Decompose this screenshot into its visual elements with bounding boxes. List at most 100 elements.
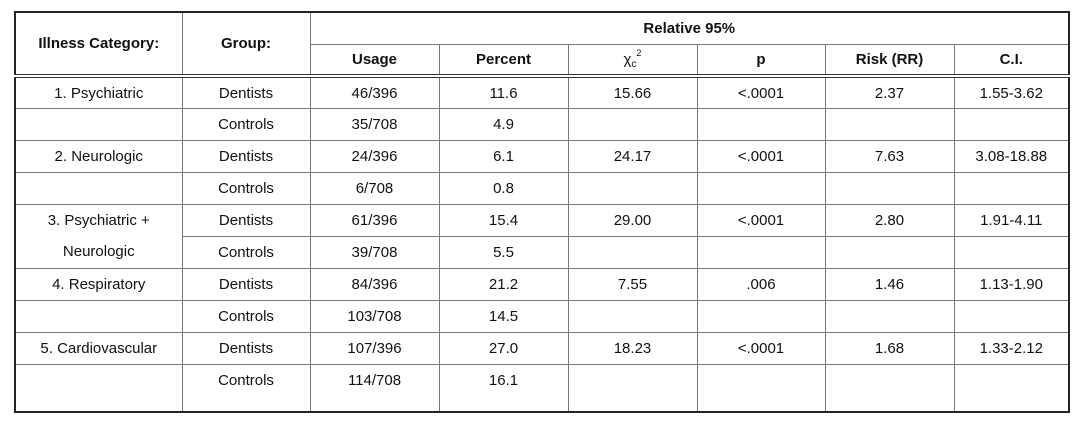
table-cell: 7.63 <box>824 139 955 173</box>
empty-cell <box>14 363 183 413</box>
table-cell: Controls <box>181 107 311 141</box>
table-cell: 3. Psychiatric + <box>14 203 183 236</box>
table-cell: 3.08-18.88 <box>953 139 1070 173</box>
table-cell: 27.0 <box>438 331 569 365</box>
empty-cell <box>696 235 826 269</box>
data-table: Illness Category: Group: Relative 95% Usage… <box>14 11 1071 413</box>
table-cell: 24.17 <box>567 139 698 173</box>
table-row: 2. Neurologic Dentists 24/396 6.1 24.17 <.000… <box>14 139 1070 173</box>
table-cell: 29.00 <box>567 203 698 237</box>
table-cell: .006 <box>696 267 826 301</box>
table-cell: Controls <box>181 299 311 333</box>
table-cell: <.0001 <box>696 75 826 109</box>
empty-cell <box>14 171 183 205</box>
table-cell: 1.13-1.90 <box>953 267 1070 301</box>
table-cell: 6.1 <box>438 139 569 173</box>
table-row: Neurologic Controls 39/708 5.5 <box>14 235 1070 269</box>
header-cell: Illness Category: <box>14 11 183 78</box>
empty-cell <box>567 235 698 269</box>
table-row: Controls 114/708 16.1 <box>14 363 1070 413</box>
empty-cell <box>824 299 955 333</box>
table-cell: 103/708 <box>309 299 440 333</box>
table-cell: 39/708 <box>309 235 440 269</box>
table-cell: <.0001 <box>696 139 826 173</box>
table-cell: 4.9 <box>438 107 569 141</box>
table-row: Controls 6/708 0.8 <box>14 171 1070 205</box>
empty-cell <box>696 107 826 141</box>
header-cell: p <box>696 43 826 78</box>
table-cell: 2. Neurologic <box>14 139 183 173</box>
empty-cell <box>953 363 1070 413</box>
header-cell: Group: <box>181 11 311 78</box>
empty-cell <box>14 107 183 141</box>
empty-cell <box>953 107 1070 141</box>
empty-cell <box>567 363 698 413</box>
table-cell: 84/396 <box>309 267 440 301</box>
table-cell: 114/708 <box>309 363 440 413</box>
table-cell: 1.33-2.12 <box>953 331 1070 365</box>
header-cell: Percent <box>438 43 569 78</box>
table-cell: 16.1 <box>438 363 569 413</box>
table-cell: 1. Psychiatric <box>14 75 183 109</box>
subscript: c <box>631 59 637 71</box>
table-cell: 21.2 <box>438 267 569 301</box>
table-row: 5. Cardiovascular Dentists 107/396 27.0 18.2… <box>14 331 1070 365</box>
header-cell: Risk (RR) <box>824 43 955 78</box>
empty-cell <box>953 171 1070 205</box>
table-cell: Dentists <box>181 267 311 301</box>
table-cell: 35/708 <box>309 107 440 141</box>
empty-cell <box>824 363 955 413</box>
table-cell: 1.55-3.62 <box>953 75 1070 109</box>
table-cell: 24/396 <box>309 139 440 173</box>
table-cell: 2.37 <box>824 75 955 109</box>
table-cell: 2.80 <box>824 203 955 237</box>
table-row: 3. Psychiatric + Dentists 61/396 15.4 29.00 <… <box>14 203 1070 237</box>
table-row: Controls 103/708 14.5 <box>14 299 1070 333</box>
superscript: 2 <box>636 48 642 59</box>
empty-cell <box>953 299 1070 333</box>
table-cell: 5.5 <box>438 235 569 269</box>
empty-cell <box>14 299 183 333</box>
header-row: Illness Category: Group: Relative 95% <box>14 11 1070 78</box>
table-cell: <.0001 <box>696 203 826 237</box>
table-cell: 15.66 <box>567 75 698 109</box>
table-row: 1. Psychiatric Dentists 46/396 11.6 15.66 <.0… <box>14 75 1070 109</box>
empty-cell <box>953 235 1070 269</box>
table-cell: 7.55 <box>567 267 698 301</box>
table-cell: 18.23 <box>567 331 698 365</box>
table-cell: <.0001 <box>696 331 826 365</box>
empty-cell <box>696 299 826 333</box>
table-cell: 4. Respiratory <box>14 267 183 301</box>
empty-cell <box>696 363 826 413</box>
table-cell: 107/396 <box>309 331 440 365</box>
header-cell: C.I. <box>953 43 1070 78</box>
table-cell: Dentists <box>181 203 311 237</box>
table-cell: 11.6 <box>438 75 569 109</box>
table-cell: 15.4 <box>438 203 569 237</box>
table-cell: Controls <box>181 235 311 269</box>
empty-cell <box>696 171 826 205</box>
header-cell: χc2 <box>567 43 698 78</box>
table-cell: Controls <box>181 363 311 413</box>
symbol: χ <box>623 51 632 69</box>
empty-cell <box>567 299 698 333</box>
table-cell: 14.5 <box>438 299 569 333</box>
table-cell: 0.8 <box>438 171 569 205</box>
empty-cell <box>567 107 698 141</box>
table-cell: Dentists <box>181 75 311 109</box>
empty-cell <box>824 235 955 269</box>
table-cell: 6/708 <box>309 171 440 205</box>
table-row: Controls 35/708 4.9 <box>14 107 1070 141</box>
table-cell: Dentists <box>181 139 311 173</box>
table-cell: Neurologic <box>14 236 183 269</box>
table-cell: 61/396 <box>309 203 440 237</box>
table-cell: 46/396 <box>309 75 440 109</box>
header-row: Usage Percent χc2 p Risk (RR) C.I. <box>15 43 1070 78</box>
table-cell: 1.46 <box>824 267 955 301</box>
header-cell: Usage <box>309 43 440 78</box>
empty-cell <box>824 107 955 141</box>
table-cell: Dentists <box>181 331 311 365</box>
empty-cell <box>567 171 698 205</box>
table-cell: Controls <box>181 171 311 205</box>
